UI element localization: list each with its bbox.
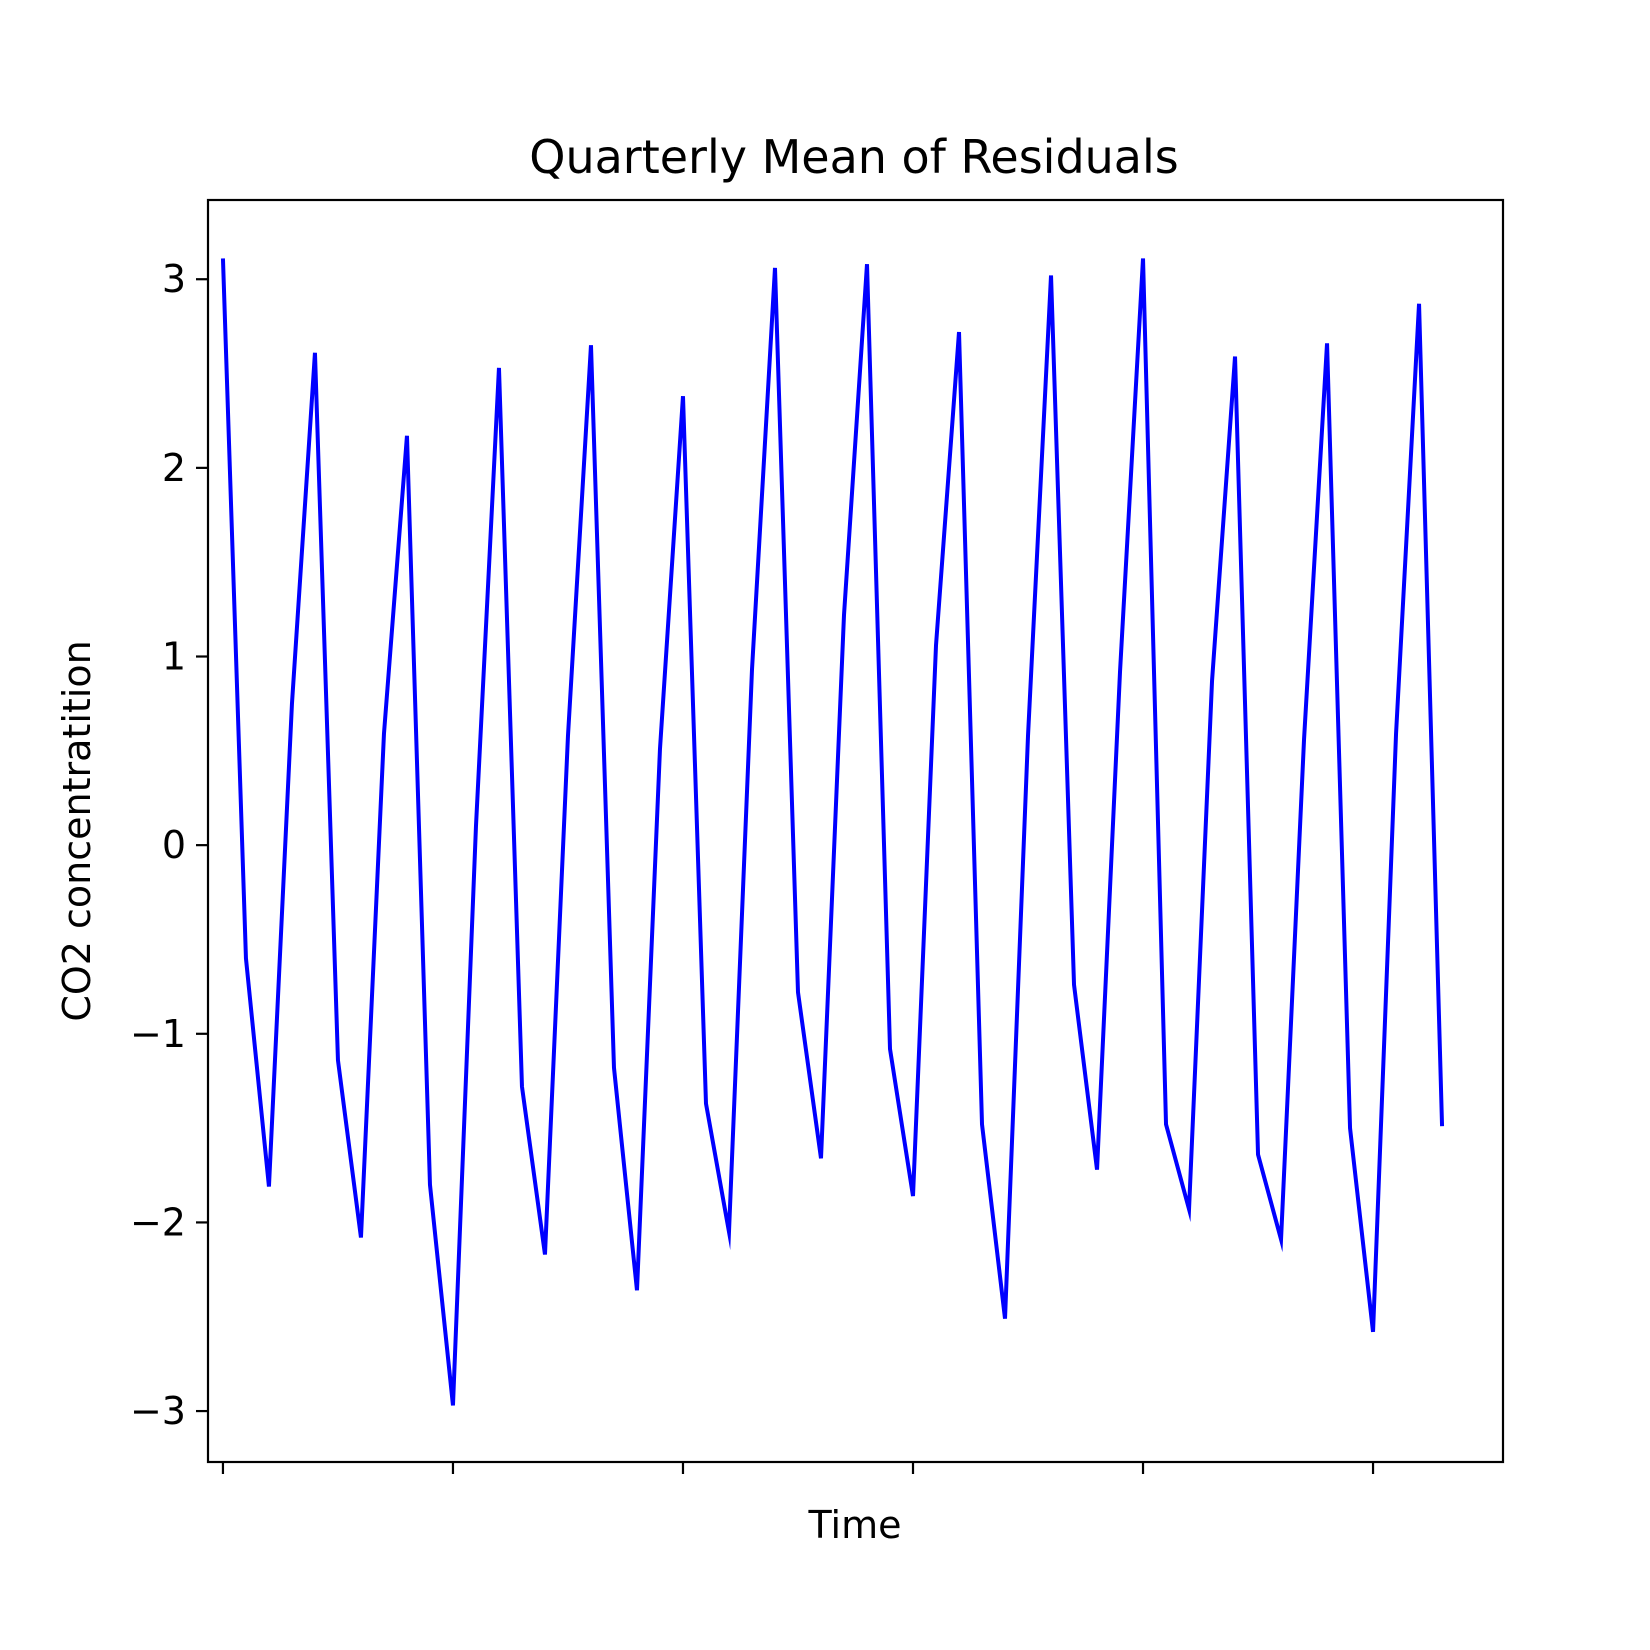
chart-title: Quarterly Mean of Residuals xyxy=(529,130,1178,184)
y-tick-label: −1 xyxy=(130,1012,186,1056)
plot-frame xyxy=(206,198,1505,1464)
y-axis: 3 2 1 0 −1 −2 −3 xyxy=(130,257,208,1433)
x-axis-label: Time xyxy=(808,1503,902,1547)
y-axis-label: CO2 concentratition xyxy=(55,640,99,1021)
y-tick-label: 2 xyxy=(162,446,186,490)
y-tick-label: −2 xyxy=(130,1200,186,1244)
y-tick-label: 0 xyxy=(162,823,186,867)
y-tick-label: 1 xyxy=(162,635,186,679)
series-line-0 xyxy=(220,258,1445,1406)
y-tick-label: 3 xyxy=(162,257,186,301)
y-tick-label: −3 xyxy=(130,1389,186,1433)
plot-area xyxy=(220,258,1445,1406)
x-axis xyxy=(221,1462,1375,1474)
